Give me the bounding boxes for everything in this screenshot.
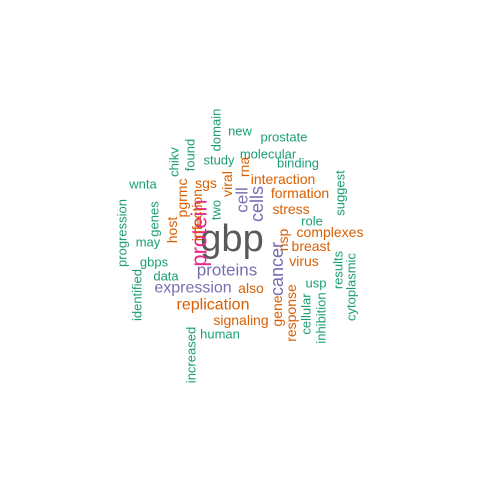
- word-virus: virus: [289, 253, 319, 269]
- word-also: also: [238, 280, 264, 296]
- word-molecular: molecular: [240, 147, 297, 162]
- word-pgrmc: pgrmc: [174, 179, 190, 218]
- word-usp: usp: [306, 276, 327, 291]
- word-response: response: [283, 284, 299, 342]
- word-formation: formation: [271, 185, 329, 201]
- word-gbp: gbp: [200, 218, 263, 260]
- word-human: human: [200, 327, 240, 342]
- word-interaction: interaction: [251, 171, 316, 187]
- word-identified: identified: [130, 269, 145, 321]
- word-cellular: cellular: [299, 293, 314, 335]
- word-cancer: cancer: [267, 242, 287, 296]
- word-signaling: signaling: [213, 312, 268, 328]
- word-results: results: [331, 250, 346, 289]
- word-rna: rna: [236, 157, 252, 177]
- word-domain: domain: [209, 109, 224, 152]
- word-data: data: [153, 269, 179, 284]
- word-proteins: proteins: [197, 261, 257, 280]
- word-infection: infection: [189, 189, 205, 241]
- word-chikv: chikv: [167, 147, 182, 177]
- word-role: role: [301, 214, 323, 229]
- word-complexes: complexes: [297, 224, 364, 240]
- word-protein: protein: [187, 199, 212, 266]
- word-cell: cell: [233, 187, 252, 213]
- word-expression: expression: [154, 280, 231, 297]
- word-new: new: [228, 124, 252, 139]
- word-two: two: [209, 200, 224, 220]
- word-gbps: gbps: [140, 255, 169, 270]
- word-wnta: wnta: [128, 177, 157, 192]
- word-host: host: [164, 217, 180, 244]
- word-found: found: [183, 139, 198, 172]
- word-inhibition: inhibition: [314, 292, 329, 343]
- word-nsp: nsp: [275, 229, 291, 252]
- word-breast: breast: [292, 238, 331, 254]
- word-study: study: [203, 153, 235, 168]
- word-increased: increased: [184, 327, 199, 383]
- word-viral: viral: [219, 171, 235, 197]
- word-gene: gene: [269, 295, 285, 326]
- word-prostate: prostate: [261, 130, 308, 145]
- word-sgs: sgs: [195, 175, 217, 191]
- word-cells: cells: [247, 186, 267, 222]
- word-cytoplasmic: cytoplasmic: [344, 253, 359, 321]
- word-stress: stress: [272, 201, 309, 217]
- word-may: may: [136, 235, 161, 250]
- word-progression: progression: [115, 199, 130, 267]
- word-replication: replication: [177, 297, 250, 314]
- word-genes: genes: [147, 201, 162, 237]
- word-binding: binding: [277, 156, 319, 171]
- word-suggest: suggest: [333, 170, 348, 216]
